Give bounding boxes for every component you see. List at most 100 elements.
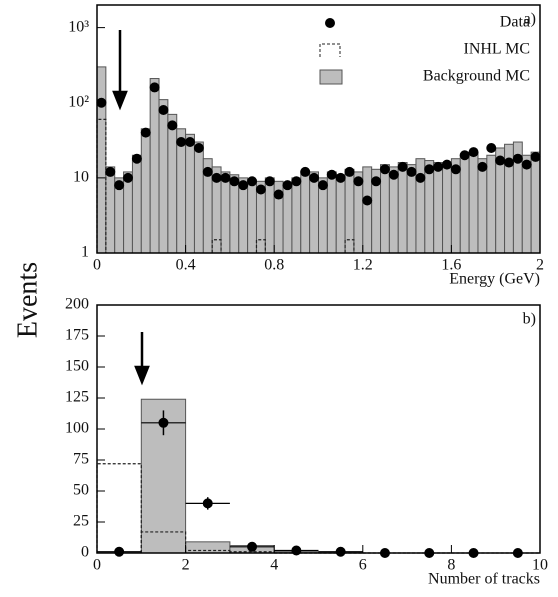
data-point [326,169,337,180]
data-point [335,546,346,557]
data-point [300,166,311,177]
data-point [167,120,178,131]
histogram-bar [96,66,107,254]
legend-label: INHL MC [463,41,530,58]
data-point [450,164,461,175]
histogram-bar [140,128,151,254]
histogram-bar [362,166,373,254]
x-axis-title: Energy (GeV) [449,271,540,288]
y-tick-label: 175 [65,327,89,344]
data-point [114,180,125,191]
histogram-bar [521,154,532,254]
y-tick-label: 200 [65,296,89,313]
data-point [273,189,284,200]
x-tick-label: 8 [447,557,455,574]
data-point [247,176,258,187]
data-point [353,176,364,187]
legend-label: Data [500,14,530,31]
data-point [238,180,249,191]
histogram-bar [415,158,426,254]
data-point [371,176,382,187]
histogram-bar [459,154,470,254]
data-point [123,172,134,183]
histogram-step [255,239,266,253]
histogram-bar [335,174,346,254]
histogram-bar [247,180,257,254]
data-point [317,180,328,191]
y-tick-label: 10³ [68,18,89,35]
histogram-bar [309,171,320,254]
y-tick-label: 150 [65,358,89,375]
x-tick-label: 0.8 [264,257,284,274]
histogram-step [211,239,222,253]
data-point [433,161,444,172]
data-point [397,161,408,172]
data-point [202,498,213,509]
histogram-bar [468,151,479,254]
histogram-bar [300,171,311,254]
x-tick-label: 1.2 [353,257,373,274]
histogram-bar [220,171,231,254]
data-point [211,172,222,183]
histogram-bar [433,162,444,254]
histogram-bar [406,164,417,254]
histogram-bar [176,128,187,254]
data-point [220,172,231,183]
x-tick-label: 0 [93,257,101,274]
histogram-bar [530,151,541,254]
histogram-bar [282,184,293,254]
x-tick-label: 1.6 [441,257,461,274]
data-point [521,159,532,170]
x-tick-label: 2 [536,257,544,274]
data-point [158,105,169,116]
x-tick-label: 0.4 [176,257,196,274]
data-point [415,172,426,183]
histogram-bar [158,99,169,254]
histogram-bar [344,168,355,254]
histogram-bar [397,162,408,254]
histogram-bar [185,133,195,254]
data-point [176,137,187,148]
x-tick-label: 6 [359,557,367,574]
data-point [459,150,470,161]
legend-label: Background MC [423,68,530,85]
data-point [291,176,302,187]
data-point [486,142,497,153]
data-point [131,153,142,164]
data-point [291,545,302,556]
histogram-bar [477,158,488,254]
y-axis-title: Events [12,262,43,338]
data-point [335,172,346,183]
legend-marker [319,43,341,57]
y-tick-label: 100 [65,420,89,437]
data-point [468,147,479,158]
data-point [140,127,151,138]
data-point [247,541,258,552]
data-point [193,142,204,153]
histogram-step [344,239,355,253]
histogram-bar [105,166,116,254]
histogram-bar [388,166,399,254]
plot-frame [96,4,541,254]
cut-arrow [112,30,150,386]
panel-label: a) [524,11,536,28]
data-point [495,155,506,166]
data-point [105,166,116,177]
histogram-bar [486,154,497,254]
histogram-bar [185,541,231,554]
data-point [379,164,390,175]
legend-marker [319,69,343,85]
data-point [282,180,293,191]
legend-marker [325,18,335,28]
panel-label: b) [523,311,536,328]
histogram-step [96,463,142,553]
x-tick-label: 0 [93,557,101,574]
x-tick-label: 4 [270,557,278,574]
y-tick-label: 50 [73,482,89,499]
x-tick-label: 10 [532,557,548,574]
data-point [362,195,373,206]
histogram-bar [229,174,240,254]
data-point [309,172,320,183]
data-point [149,82,160,93]
